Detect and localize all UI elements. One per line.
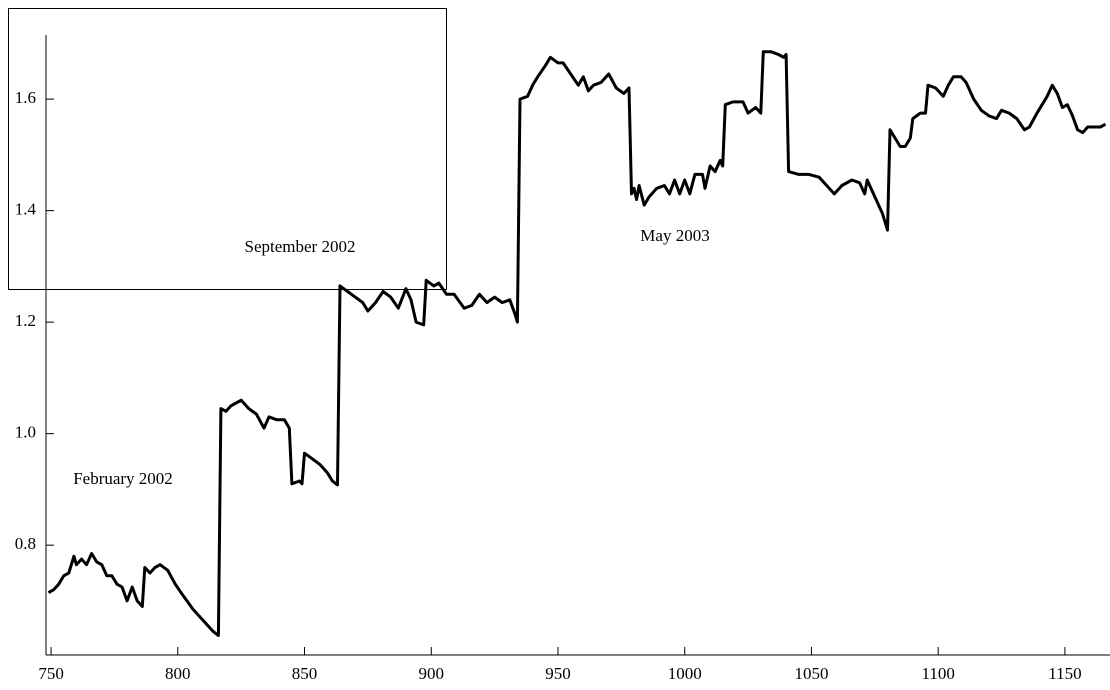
- y-tick-label: 1.0: [15, 423, 36, 442]
- y-tick-label: 0.8: [15, 534, 36, 553]
- x-tick-label: 800: [165, 664, 191, 683]
- annotation: September 2002: [245, 237, 356, 256]
- annotation: February 2002: [73, 469, 173, 488]
- x-tick-label: 1000: [668, 664, 702, 683]
- x-tick-label: 1100: [921, 664, 954, 683]
- annotation: May 2003: [640, 226, 709, 245]
- line: [47, 50, 1107, 637]
- y-tick-label: 1.2: [15, 311, 36, 330]
- y-tick-label: 1.6: [15, 88, 36, 107]
- x-tick-label: 1050: [794, 664, 828, 683]
- x-tick-label: 850: [292, 664, 318, 683]
- x-tick-label: 900: [419, 664, 445, 683]
- x-tick-label: 750: [38, 664, 64, 683]
- x-tick-label: 950: [545, 664, 571, 683]
- y-tick-label: 1.4: [15, 200, 37, 219]
- x-tick-label: 1150: [1048, 664, 1081, 683]
- inset-frame: [8, 8, 447, 290]
